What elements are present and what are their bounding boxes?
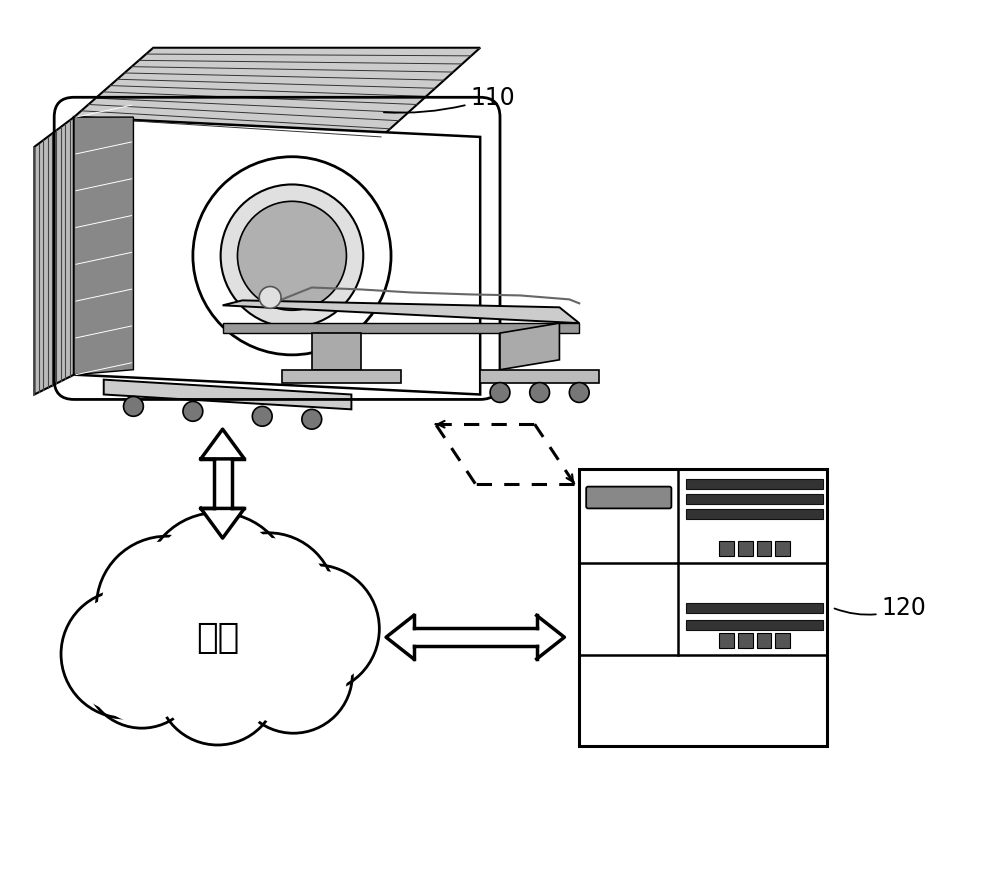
Bar: [579, 469, 827, 746]
Polygon shape: [201, 509, 244, 538]
FancyBboxPatch shape: [719, 542, 734, 557]
Circle shape: [149, 518, 287, 656]
Circle shape: [157, 624, 278, 746]
Polygon shape: [223, 324, 579, 333]
Circle shape: [256, 570, 374, 688]
Polygon shape: [312, 333, 361, 370]
Bar: [686, 603, 823, 613]
Circle shape: [61, 590, 189, 718]
Polygon shape: [282, 370, 401, 384]
FancyBboxPatch shape: [738, 633, 753, 648]
Circle shape: [259, 287, 281, 309]
Bar: [686, 620, 823, 630]
Circle shape: [530, 384, 550, 403]
Circle shape: [101, 542, 233, 673]
Polygon shape: [74, 118, 480, 395]
FancyBboxPatch shape: [757, 633, 771, 648]
Circle shape: [237, 202, 346, 311]
Polygon shape: [74, 48, 480, 138]
FancyBboxPatch shape: [775, 633, 790, 648]
FancyBboxPatch shape: [719, 633, 734, 648]
Circle shape: [193, 157, 391, 356]
Circle shape: [240, 620, 347, 729]
Polygon shape: [537, 616, 564, 659]
Polygon shape: [201, 430, 244, 460]
Polygon shape: [500, 324, 559, 370]
FancyBboxPatch shape: [586, 487, 671, 509]
Circle shape: [490, 384, 510, 403]
Circle shape: [90, 619, 194, 723]
FancyBboxPatch shape: [757, 542, 771, 557]
Polygon shape: [34, 118, 74, 395]
Circle shape: [183, 402, 203, 422]
Circle shape: [252, 407, 272, 426]
Text: 网络: 网络: [196, 620, 239, 654]
Polygon shape: [74, 118, 133, 375]
Bar: [686, 479, 823, 489]
Polygon shape: [104, 380, 351, 409]
Circle shape: [85, 614, 199, 729]
Bar: [686, 494, 823, 504]
FancyBboxPatch shape: [738, 542, 753, 557]
Circle shape: [201, 533, 336, 668]
Circle shape: [234, 616, 352, 733]
Circle shape: [569, 384, 589, 403]
FancyBboxPatch shape: [775, 542, 790, 557]
Circle shape: [221, 185, 363, 328]
Circle shape: [302, 409, 322, 430]
Circle shape: [206, 538, 330, 662]
Circle shape: [124, 397, 143, 417]
Polygon shape: [480, 370, 599, 384]
Circle shape: [162, 629, 273, 740]
Polygon shape: [214, 460, 232, 509]
Polygon shape: [414, 628, 537, 646]
Circle shape: [144, 513, 292, 661]
Circle shape: [251, 565, 379, 693]
Text: 110: 110: [384, 86, 515, 114]
Text: 120: 120: [834, 595, 926, 620]
Bar: [686, 510, 823, 519]
Polygon shape: [223, 301, 579, 324]
Circle shape: [96, 536, 238, 678]
Polygon shape: [386, 616, 414, 659]
Circle shape: [66, 595, 184, 713]
